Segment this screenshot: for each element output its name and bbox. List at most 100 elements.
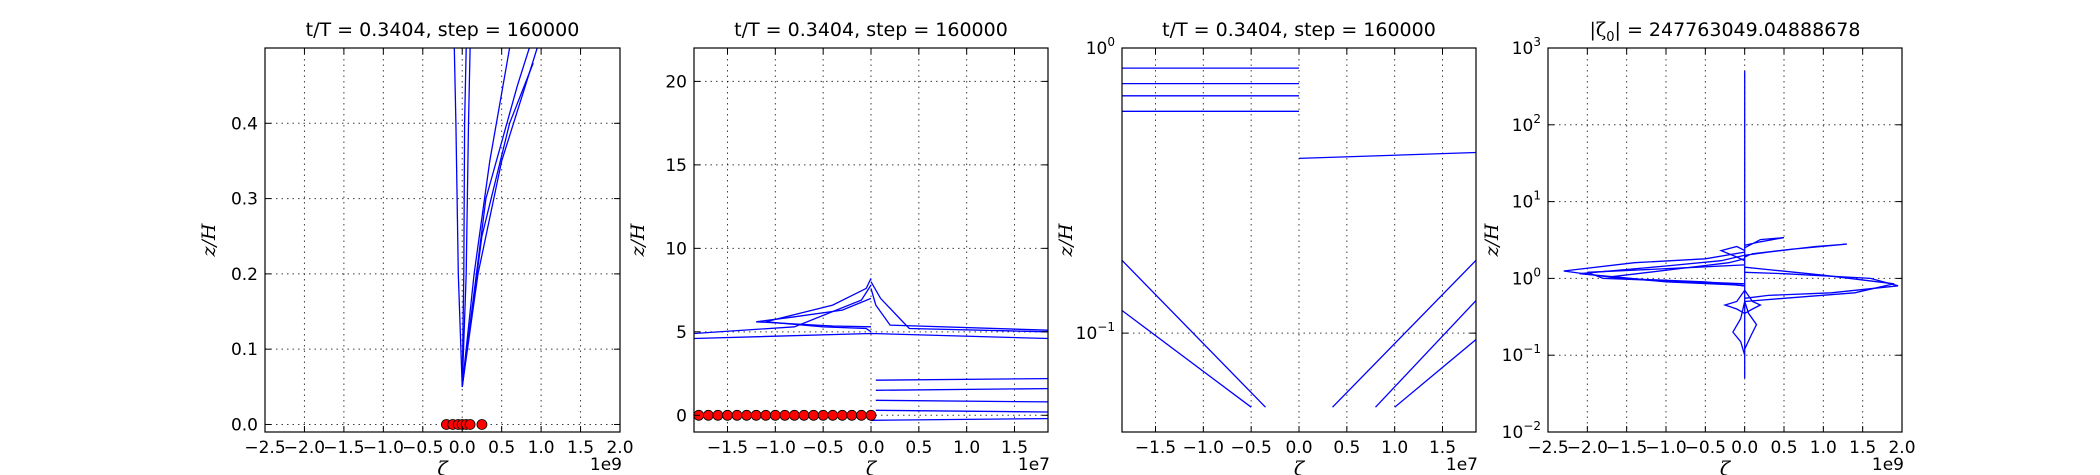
x-tick-label: −1.5 [707, 438, 748, 458]
data-marker [741, 409, 753, 421]
chart-title: |ζ0| = 247763049.04888678 [1590, 19, 1861, 45]
data-curve [1719, 245, 1745, 262]
x-tick-label: −1.0 [363, 438, 404, 458]
data-marker [769, 409, 781, 421]
x-tick-label: 0.0 [1731, 438, 1758, 458]
x-tick-label: 1.5 [1001, 438, 1028, 458]
chart-panel-1: −2.5−2.0−1.5−1.0−0.5 0.0 0.5 1.0 1.5 2.0 0.0 0.… [198, 19, 634, 475]
data-marker [779, 409, 791, 421]
y-tick-label: 10−1 [1502, 342, 1541, 366]
x-tick-label: 2.0 [1888, 438, 1915, 458]
y-tick-label: 101 [1512, 189, 1541, 213]
x-tick-label: −0.5 [803, 438, 844, 458]
x-tick-label: 2.0 [606, 438, 633, 458]
x-tick-label: −1.0 [1183, 438, 1224, 458]
x-tick-label: −2.0 [284, 438, 325, 458]
data-marker [856, 409, 867, 421]
y-tick-base: 10 [1502, 346, 1524, 366]
y-tick-exponent: −1 [1097, 320, 1115, 334]
y-tick-label: 0.1 [231, 340, 258, 360]
x-tick-label: −2.5 [244, 438, 285, 458]
data-curve [461, 48, 511, 387]
data-curve [694, 332, 1048, 340]
x-tick-label: −1.0 [1645, 438, 1686, 458]
x-tick-label: 1.5 [1429, 438, 1456, 458]
axes-frame [1121, 47, 1477, 433]
data-curve [1332, 259, 1476, 408]
x-tick-label: −1.5 [1135, 438, 1176, 458]
y-axis-label: z/H [627, 223, 649, 257]
data-curve [453, 48, 463, 387]
data-marker [722, 409, 733, 421]
data-curve [1744, 271, 1899, 299]
data-layer [694, 278, 1048, 421]
y-tick-label: 100 [1086, 35, 1115, 59]
data-marker [798, 409, 810, 421]
y-tick-exponent: 0 [1533, 265, 1541, 279]
x-tick-label: −0.5 [1231, 438, 1272, 458]
x-tick-label: 1.0 [528, 438, 555, 458]
x-tick-label: −0.5 [1685, 438, 1726, 458]
y-tick-label: 0.2 [231, 265, 258, 285]
data-marker [702, 409, 714, 421]
data-marker [789, 409, 800, 421]
x-tick-label: 1.0 [1381, 438, 1408, 458]
y-tick-exponent: −1 [1523, 342, 1541, 356]
y-tick-label: 0.4 [231, 114, 258, 134]
data-curve [461, 48, 467, 387]
axes-frame [1547, 47, 1903, 433]
x-offset-label: 1e7 [1446, 455, 1478, 475]
x-tick-label: −2.5 [1527, 438, 1568, 458]
y-axis-label: z/H [198, 223, 220, 257]
x-tick-label: −1.0 [755, 438, 796, 458]
data-curve [875, 399, 1048, 403]
x-offset-label: 1e7 [1018, 455, 1050, 475]
data-curve [461, 48, 538, 387]
data-curve [875, 387, 1048, 391]
data-curve [694, 284, 872, 335]
y-tick-label: 20 [665, 72, 687, 92]
title-part: | = 247763049.04888678 [1615, 19, 1861, 41]
x-tick-label: −2.0 [1567, 438, 1608, 458]
x-tick-label: 0.5 [1333, 438, 1360, 458]
x-tick-label: −1.5 [1606, 438, 1647, 458]
x-tick-label: 1.5 [567, 438, 594, 458]
data-curve [1394, 339, 1476, 408]
chart-title: t/T = 0.3404, step = 160000 [306, 19, 580, 41]
data-marker [731, 409, 743, 421]
data-marker [846, 409, 858, 421]
data-marker [865, 409, 877, 421]
data-marker [808, 409, 819, 421]
data-marker [836, 409, 848, 421]
x-tick-label: 0.5 [905, 438, 932, 458]
x-axis-label: ζ [1294, 458, 1306, 475]
y-tick-base: 10 [1512, 39, 1534, 59]
y-tick-base: 10 [1512, 116, 1534, 136]
chart-panel-4: −2.5−2.0−1.5−1.0−0.5 0.0 0.5 1.0 1.5 2.010−21… [1481, 19, 1916, 475]
y-tick-exponent: 3 [1533, 35, 1541, 49]
data-marker [712, 409, 724, 421]
data-curve [461, 48, 530, 387]
chart-title: t/T = 0.3404, step = 160000 [1162, 19, 1436, 41]
x-tick-label: −0.5 [402, 438, 443, 458]
x-axis-label: ζ [1720, 458, 1732, 475]
data-marker [476, 419, 488, 430]
data-curve [461, 62, 534, 387]
data-curve [875, 377, 1048, 381]
data-curve [1722, 289, 1746, 314]
data-layer [453, 48, 538, 387]
data-curve [1744, 289, 1762, 314]
y-tick-base: 10 [1512, 193, 1534, 213]
x-tick-label: 0.5 [1770, 438, 1797, 458]
y-tick-exponent: 0 [1107, 35, 1115, 49]
title-subscript: 0 [1606, 30, 1614, 45]
y-tick-label: 0 [676, 406, 687, 426]
x-tick-label: 1.0 [953, 438, 980, 458]
y-tick-label: 103 [1512, 35, 1541, 59]
x-tick-label: 1.5 [1849, 438, 1876, 458]
y-tick-base: 10 [1086, 39, 1108, 59]
x-offset-label: 1e9 [590, 455, 622, 475]
data-curve [870, 288, 1048, 331]
data-layer [1122, 67, 1476, 408]
